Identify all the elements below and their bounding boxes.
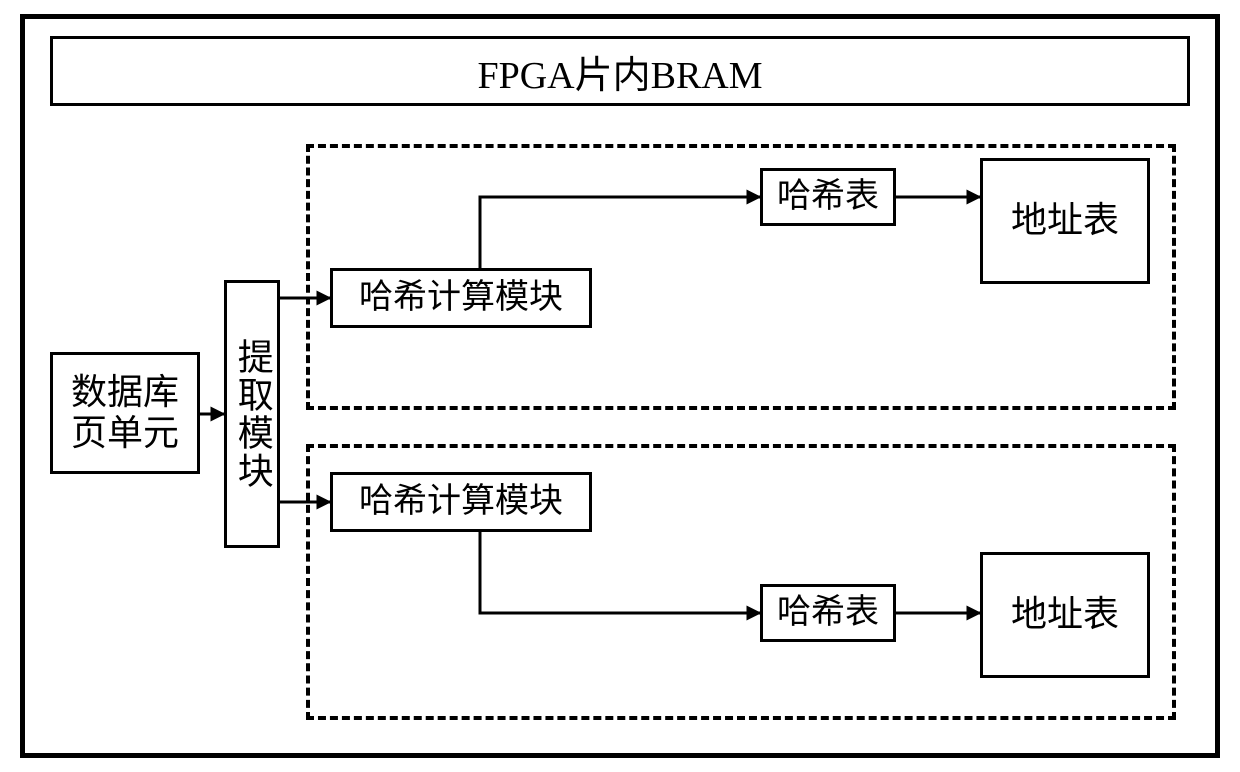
node-hash-table-top: 哈希表 bbox=[760, 168, 896, 226]
node-addr-table-bot: 地址表 bbox=[980, 552, 1150, 678]
node-addr-table-top: 地址表 bbox=[980, 158, 1150, 284]
node-hash-calc-bot: 哈希计算模块 bbox=[330, 472, 592, 532]
node-extract: 提取模块 bbox=[224, 280, 280, 548]
diagram-canvas: FPGA片内BRAM 数据库 页单元 提取模块 哈希计算模块 哈希计算模块 哈希… bbox=[0, 0, 1240, 772]
title-box: FPGA片内BRAM bbox=[50, 36, 1190, 106]
node-hash-calc-top: 哈希计算模块 bbox=[330, 268, 592, 328]
node-hash-calc-bot-label: 哈希计算模块 bbox=[359, 482, 563, 521]
node-db-page-label: 数据库 页单元 bbox=[71, 372, 179, 455]
node-addr-table-top-label: 地址表 bbox=[1011, 200, 1119, 241]
node-db-page: 数据库 页单元 bbox=[50, 352, 200, 474]
node-hash-table-top-label: 哈希表 bbox=[777, 177, 879, 216]
title-text: FPGA片内BRAM bbox=[477, 44, 762, 99]
node-extract-label: 提取模块 bbox=[231, 338, 272, 490]
node-hash-calc-top-label: 哈希计算模块 bbox=[359, 278, 563, 317]
node-addr-table-bot-label: 地址表 bbox=[1011, 594, 1119, 635]
node-hash-table-bot: 哈希表 bbox=[760, 584, 896, 642]
node-hash-table-bot-label: 哈希表 bbox=[777, 593, 879, 632]
